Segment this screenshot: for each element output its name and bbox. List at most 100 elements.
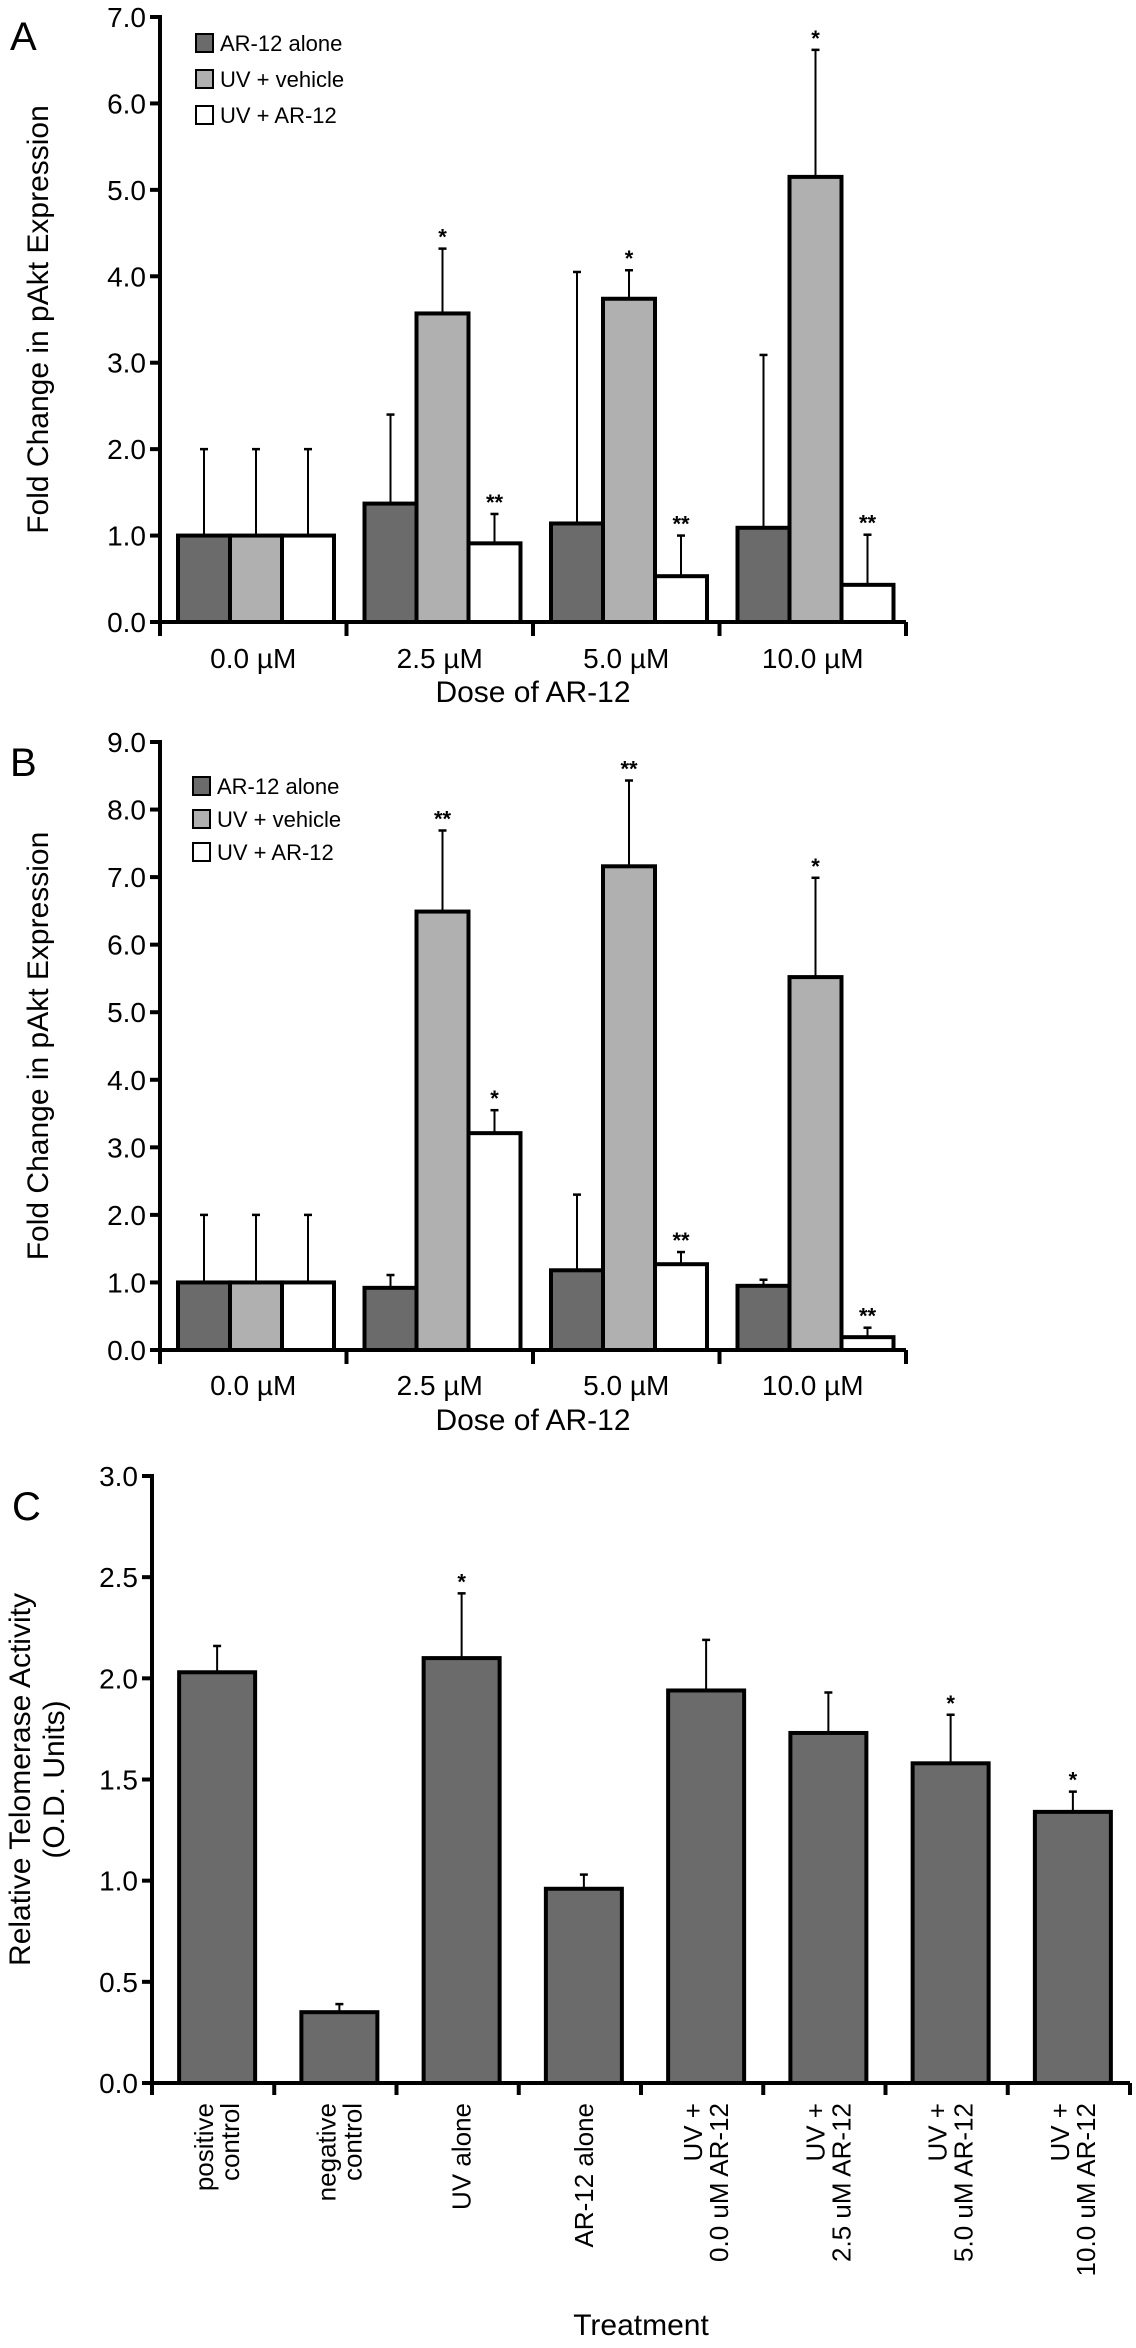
y-tick-label: 5.0 bbox=[107, 997, 146, 1028]
x-tick-label: 2.5 µM bbox=[397, 643, 483, 674]
panel-letter: A bbox=[10, 15, 37, 59]
bar bbox=[787, 174, 844, 624]
y-tick-label: 0.0 bbox=[99, 2068, 138, 2099]
significance-marker: * bbox=[490, 1086, 499, 1111]
x-tick-label: 10.0 µM bbox=[762, 643, 864, 674]
bar bbox=[601, 296, 657, 624]
bar bbox=[601, 864, 657, 1353]
y-tick-label: 1.0 bbox=[107, 1267, 146, 1298]
y-tick-label: 2.0 bbox=[99, 1663, 138, 1694]
legend-label: UV + AR-12 bbox=[217, 840, 334, 865]
significance-marker: * bbox=[811, 26, 820, 51]
bar bbox=[228, 1280, 284, 1353]
x-axis-title: Treatment bbox=[573, 2309, 709, 2342]
y-tick-label: 6.0 bbox=[107, 930, 146, 961]
x-tick-label: negative bbox=[311, 2103, 341, 2201]
legend-label: UV + AR-12 bbox=[220, 103, 337, 128]
x-tick-label: 5.0 µM bbox=[583, 1370, 669, 1401]
y-tick-label: 1.0 bbox=[99, 1866, 138, 1897]
legend-swatch bbox=[192, 809, 211, 829]
bar bbox=[280, 1280, 336, 1353]
bar bbox=[653, 574, 709, 625]
bar bbox=[414, 311, 471, 624]
bar bbox=[788, 1730, 869, 2086]
x-tick-label: UV + bbox=[678, 2103, 708, 2162]
y-tick-label: 8.0 bbox=[107, 795, 146, 826]
significance-marker: * bbox=[1069, 1768, 1078, 1793]
y-axis-title: Relative Telomerase Activity bbox=[4, 1593, 37, 1966]
panel-letter: C bbox=[12, 1485, 41, 1529]
significance-marker: * bbox=[438, 225, 447, 250]
bar bbox=[362, 501, 419, 625]
bar bbox=[839, 582, 896, 624]
bar bbox=[549, 521, 605, 625]
x-tick-label: UV + bbox=[800, 2103, 830, 2162]
x-tick-label: 0.0 uM AR-12 bbox=[704, 2103, 734, 2262]
y-tick-label: 6.0 bbox=[107, 88, 146, 119]
bar bbox=[228, 533, 284, 624]
y-axis-title: Fold Change in pAkt Expression bbox=[22, 105, 55, 534]
x-tick-label: 0.0 µM bbox=[210, 643, 296, 674]
y-tick-label: 3.0 bbox=[99, 1461, 138, 1492]
x-tick-label: 2.5 µM bbox=[397, 1370, 483, 1401]
y-tick-label: 0.5 bbox=[99, 1967, 138, 1998]
significance-marker: ** bbox=[672, 1228, 690, 1253]
x-tick-label: AR-12 alone bbox=[569, 2103, 599, 2248]
x-axis-title: Dose of AR-12 bbox=[435, 676, 630, 709]
legend-swatch bbox=[195, 105, 214, 125]
y-axis-title: Fold Change in pAkt Expression bbox=[22, 832, 55, 1261]
significance-marker: ** bbox=[859, 1304, 877, 1329]
significance-marker: ** bbox=[672, 512, 690, 537]
x-tick-label: 10.0 uM AR-12 bbox=[1071, 2103, 1101, 2276]
bar bbox=[910, 1761, 991, 2086]
bar bbox=[280, 533, 336, 624]
significance-marker: * bbox=[946, 1691, 955, 1716]
bar bbox=[466, 541, 523, 624]
x-tick-label: 0.0 µM bbox=[210, 1370, 296, 1401]
x-tick-label: 5.0 uM AR-12 bbox=[949, 2103, 979, 2262]
legend-label: UV + vehicle bbox=[220, 67, 344, 92]
y-tick-label: 2.0 bbox=[107, 434, 146, 465]
panel-b: B 0.0 1.0 2.0 3.0 4.0 5.0 6.0 7.0 8.0 9.0 0.0 µM 2.5… bbox=[10, 727, 908, 1437]
x-tick-label: 10.0 µM bbox=[762, 1370, 864, 1401]
bar bbox=[735, 1283, 792, 1353]
legend-swatch bbox=[192, 842, 211, 862]
y-tick-label: 0.0 bbox=[107, 1335, 146, 1366]
y-tick-label: 0.0 bbox=[107, 607, 146, 638]
significance-marker: ** bbox=[434, 806, 452, 831]
y-tick-label: 1.0 bbox=[107, 521, 146, 552]
bar bbox=[549, 1268, 605, 1352]
x-tick-label: positive bbox=[189, 2103, 219, 2191]
significance-marker: ** bbox=[620, 757, 638, 782]
legend-swatch bbox=[192, 776, 211, 796]
y-tick-label: 4.0 bbox=[107, 261, 146, 292]
x-tick-label: UV + bbox=[1045, 2103, 1075, 2162]
legend-swatch bbox=[195, 69, 214, 89]
bar bbox=[176, 533, 232, 624]
y-tick-label: 3.0 bbox=[107, 1132, 146, 1163]
x-tick-label: control bbox=[337, 2103, 367, 2181]
bar bbox=[1032, 1809, 1113, 2085]
x-tick-label: 5.0 µM bbox=[583, 643, 669, 674]
bar bbox=[666, 1688, 747, 2086]
bar bbox=[362, 1285, 419, 1352]
y-tick-label: 7.0 bbox=[107, 2, 146, 33]
significance-marker: ** bbox=[859, 511, 877, 536]
y-tick-label: 4.0 bbox=[107, 1065, 146, 1096]
legend-label: AR-12 alone bbox=[220, 31, 342, 56]
x-tick-label: UV alone bbox=[447, 2103, 477, 2210]
significance-marker: * bbox=[457, 1569, 466, 1594]
y-tick-label: 1.5 bbox=[99, 1765, 138, 1796]
bar bbox=[176, 1280, 232, 1353]
x-tick-label: control bbox=[215, 2103, 245, 2181]
significance-marker: * bbox=[811, 854, 820, 879]
panel-letter: B bbox=[10, 741, 37, 785]
bar bbox=[414, 909, 471, 1352]
legend-label: UV + vehicle bbox=[217, 807, 341, 832]
significance-marker: ** bbox=[486, 490, 504, 515]
bar bbox=[543, 1886, 624, 2086]
bar bbox=[299, 2010, 380, 2086]
legend-label: AR-12 alone bbox=[217, 774, 339, 799]
